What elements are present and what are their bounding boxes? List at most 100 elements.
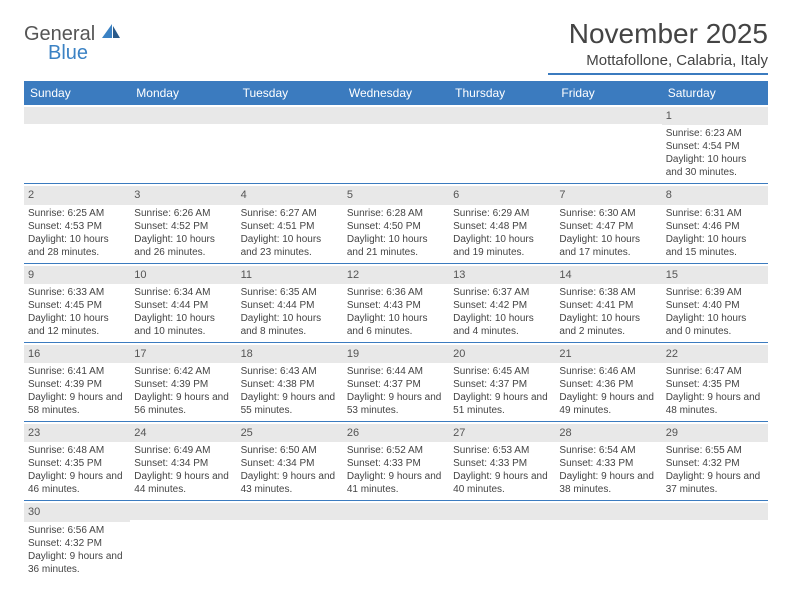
sunset-text: Sunset: 4:39 PM xyxy=(28,378,126,391)
daylight-text: Daylight: 10 hours and 17 minutes. xyxy=(559,233,657,259)
day-header: Sunday xyxy=(24,81,130,105)
sunset-text: Sunset: 4:48 PM xyxy=(453,220,551,233)
daylight-text: Daylight: 9 hours and 55 minutes. xyxy=(241,391,339,417)
day-cell: 3 Sunrise: 6:26 AMSunset: 4:52 PMDaylight… xyxy=(130,184,236,262)
daylight-text: Daylight: 9 hours and 53 minutes. xyxy=(347,391,445,417)
day-cell: 13Sunrise: 6:37 AMSunset: 4:42 PMDayligh… xyxy=(449,264,555,342)
daylight-text: Daylight: 10 hours and 19 minutes. xyxy=(453,233,551,259)
sunrise-text: Sunrise: 6:49 AM xyxy=(134,444,232,457)
daylight-text: Daylight: 9 hours and 40 minutes. xyxy=(453,470,551,496)
day-cell: 1Sunrise: 6:23 AMSunset: 4:54 PMDaylight… xyxy=(662,105,768,183)
day-number xyxy=(449,503,555,520)
daylight-text: Daylight: 10 hours and 23 minutes. xyxy=(241,233,339,259)
sunrise-text: Sunrise: 6:42 AM xyxy=(134,365,232,378)
sunrise-text: Sunrise: 6:47 AM xyxy=(666,365,764,378)
sunset-text: Sunset: 4:36 PM xyxy=(559,378,657,391)
sunrise-text: Sunrise: 6:44 AM xyxy=(347,365,445,378)
day-cell xyxy=(449,105,555,183)
sunset-text: Sunset: 4:37 PM xyxy=(347,378,445,391)
daylight-text: Daylight: 10 hours and 21 minutes. xyxy=(347,233,445,259)
sunrise-text: Sunrise: 6:41 AM xyxy=(28,365,126,378)
sunrise-text: Sunrise: 6:29 AM xyxy=(453,207,551,220)
day-cell: 16 Sunrise: 6:41 AMSunset: 4:39 PMDayligh… xyxy=(24,343,130,421)
daylight-text: Daylight: 9 hours and 44 minutes. xyxy=(134,470,232,496)
day-cell: 27Sunrise: 6:53 AMSunset: 4:33 PMDayligh… xyxy=(449,422,555,500)
day-header: Tuesday xyxy=(237,81,343,105)
day-number: 29 xyxy=(662,424,768,442)
sunset-text: Sunset: 4:34 PM xyxy=(241,457,339,470)
sunrise-text: Sunrise: 6:56 AM xyxy=(28,524,126,537)
day-headers-row: SundayMondayTuesdayWednesdayThursdayFrid… xyxy=(24,81,768,105)
day-number: 14 xyxy=(555,266,661,284)
sail-icon xyxy=(100,22,122,45)
sunset-text: Sunset: 4:35 PM xyxy=(666,378,764,391)
sunset-text: Sunset: 4:33 PM xyxy=(453,457,551,470)
daylight-text: Daylight: 9 hours and 41 minutes. xyxy=(347,470,445,496)
sunset-text: Sunset: 4:34 PM xyxy=(134,457,232,470)
sunset-text: Sunset: 4:35 PM xyxy=(28,457,126,470)
day-number: 24 xyxy=(130,424,236,442)
week-row: 1Sunrise: 6:23 AMSunset: 4:54 PMDaylight… xyxy=(24,105,768,184)
day-number: 13 xyxy=(449,266,555,284)
daylight-text: Daylight: 9 hours and 38 minutes. xyxy=(559,470,657,496)
sunset-text: Sunset: 4:46 PM xyxy=(666,220,764,233)
day-cell: 8Sunrise: 6:31 AMSunset: 4:46 PMDaylight… xyxy=(662,184,768,262)
day-number: 4 xyxy=(237,186,343,204)
sunset-text: Sunset: 4:52 PM xyxy=(134,220,232,233)
logo-text-blue: Blue xyxy=(48,42,122,65)
daylight-text: Daylight: 10 hours and 30 minutes. xyxy=(666,153,764,179)
day-number: 10 xyxy=(130,266,236,284)
sunset-text: Sunset: 4:33 PM xyxy=(559,457,657,470)
day-number xyxy=(343,503,449,520)
sunrise-text: Sunrise: 6:43 AM xyxy=(241,365,339,378)
day-cell: 17Sunrise: 6:42 AMSunset: 4:39 PMDayligh… xyxy=(130,343,236,421)
day-number: 1 xyxy=(662,107,768,125)
day-number: 15 xyxy=(662,266,768,284)
sunset-text: Sunset: 4:37 PM xyxy=(453,378,551,391)
day-number: 19 xyxy=(343,345,449,363)
day-cell: 18Sunrise: 6:43 AMSunset: 4:38 PMDayligh… xyxy=(237,343,343,421)
day-cell: 5Sunrise: 6:28 AMSunset: 4:50 PMDaylight… xyxy=(343,184,449,262)
day-cell: 21Sunrise: 6:46 AMSunset: 4:36 PMDayligh… xyxy=(555,343,661,421)
sunrise-text: Sunrise: 6:31 AM xyxy=(666,207,764,220)
day-number xyxy=(343,107,449,124)
daylight-text: Daylight: 10 hours and 12 minutes. xyxy=(28,312,126,338)
daylight-text: Daylight: 10 hours and 26 minutes. xyxy=(134,233,232,259)
day-number: 23 xyxy=(24,424,130,442)
sunset-text: Sunset: 4:42 PM xyxy=(453,299,551,312)
day-cell: 2Sunrise: 6:25 AMSunset: 4:53 PMDaylight… xyxy=(24,184,130,262)
day-cell: 20Sunrise: 6:45 AMSunset: 4:37 PMDayligh… xyxy=(449,343,555,421)
day-cell: 9Sunrise: 6:33 AMSunset: 4:45 PMDaylight… xyxy=(24,264,130,342)
sunrise-text: Sunrise: 6:52 AM xyxy=(347,444,445,457)
day-cell xyxy=(449,501,555,579)
sunrise-text: Sunrise: 6:39 AM xyxy=(666,286,764,299)
sunset-text: Sunset: 4:33 PM xyxy=(347,457,445,470)
sunrise-text: Sunrise: 6:45 AM xyxy=(453,365,551,378)
daylight-text: Daylight: 9 hours and 49 minutes. xyxy=(559,391,657,417)
sunrise-text: Sunrise: 6:37 AM xyxy=(453,286,551,299)
day-cell: 4Sunrise: 6:27 AMSunset: 4:51 PMDaylight… xyxy=(237,184,343,262)
day-cell: 25Sunrise: 6:50 AMSunset: 4:34 PMDayligh… xyxy=(237,422,343,500)
day-number: 3 xyxy=(130,186,236,204)
sunrise-text: Sunrise: 6:53 AM xyxy=(453,444,551,457)
day-cell: 22Sunrise: 6:47 AMSunset: 4:35 PMDayligh… xyxy=(662,343,768,421)
sunrise-text: Sunrise: 6:34 AM xyxy=(134,286,232,299)
sunrise-text: Sunrise: 6:26 AM xyxy=(134,207,232,220)
sunrise-text: Sunrise: 6:46 AM xyxy=(559,365,657,378)
sunrise-text: Sunrise: 6:48 AM xyxy=(28,444,126,457)
week-row: 2Sunrise: 6:25 AMSunset: 4:53 PMDaylight… xyxy=(24,184,768,263)
day-cell xyxy=(343,105,449,183)
sunrise-text: Sunrise: 6:36 AM xyxy=(347,286,445,299)
day-number: 6 xyxy=(449,186,555,204)
weeks-container: 1Sunrise: 6:23 AMSunset: 4:54 PMDaylight… xyxy=(24,105,768,580)
daylight-text: Daylight: 9 hours and 58 minutes. xyxy=(28,391,126,417)
day-number xyxy=(555,107,661,124)
sunset-text: Sunset: 4:39 PM xyxy=(134,378,232,391)
day-number: 16 xyxy=(24,345,130,363)
day-number: 17 xyxy=(130,345,236,363)
day-cell: 11Sunrise: 6:35 AMSunset: 4:44 PMDayligh… xyxy=(237,264,343,342)
sunrise-text: Sunrise: 6:25 AM xyxy=(28,207,126,220)
day-cell: 29Sunrise: 6:55 AMSunset: 4:32 PMDayligh… xyxy=(662,422,768,500)
day-number: 7 xyxy=(555,186,661,204)
daylight-text: Daylight: 10 hours and 15 minutes. xyxy=(666,233,764,259)
